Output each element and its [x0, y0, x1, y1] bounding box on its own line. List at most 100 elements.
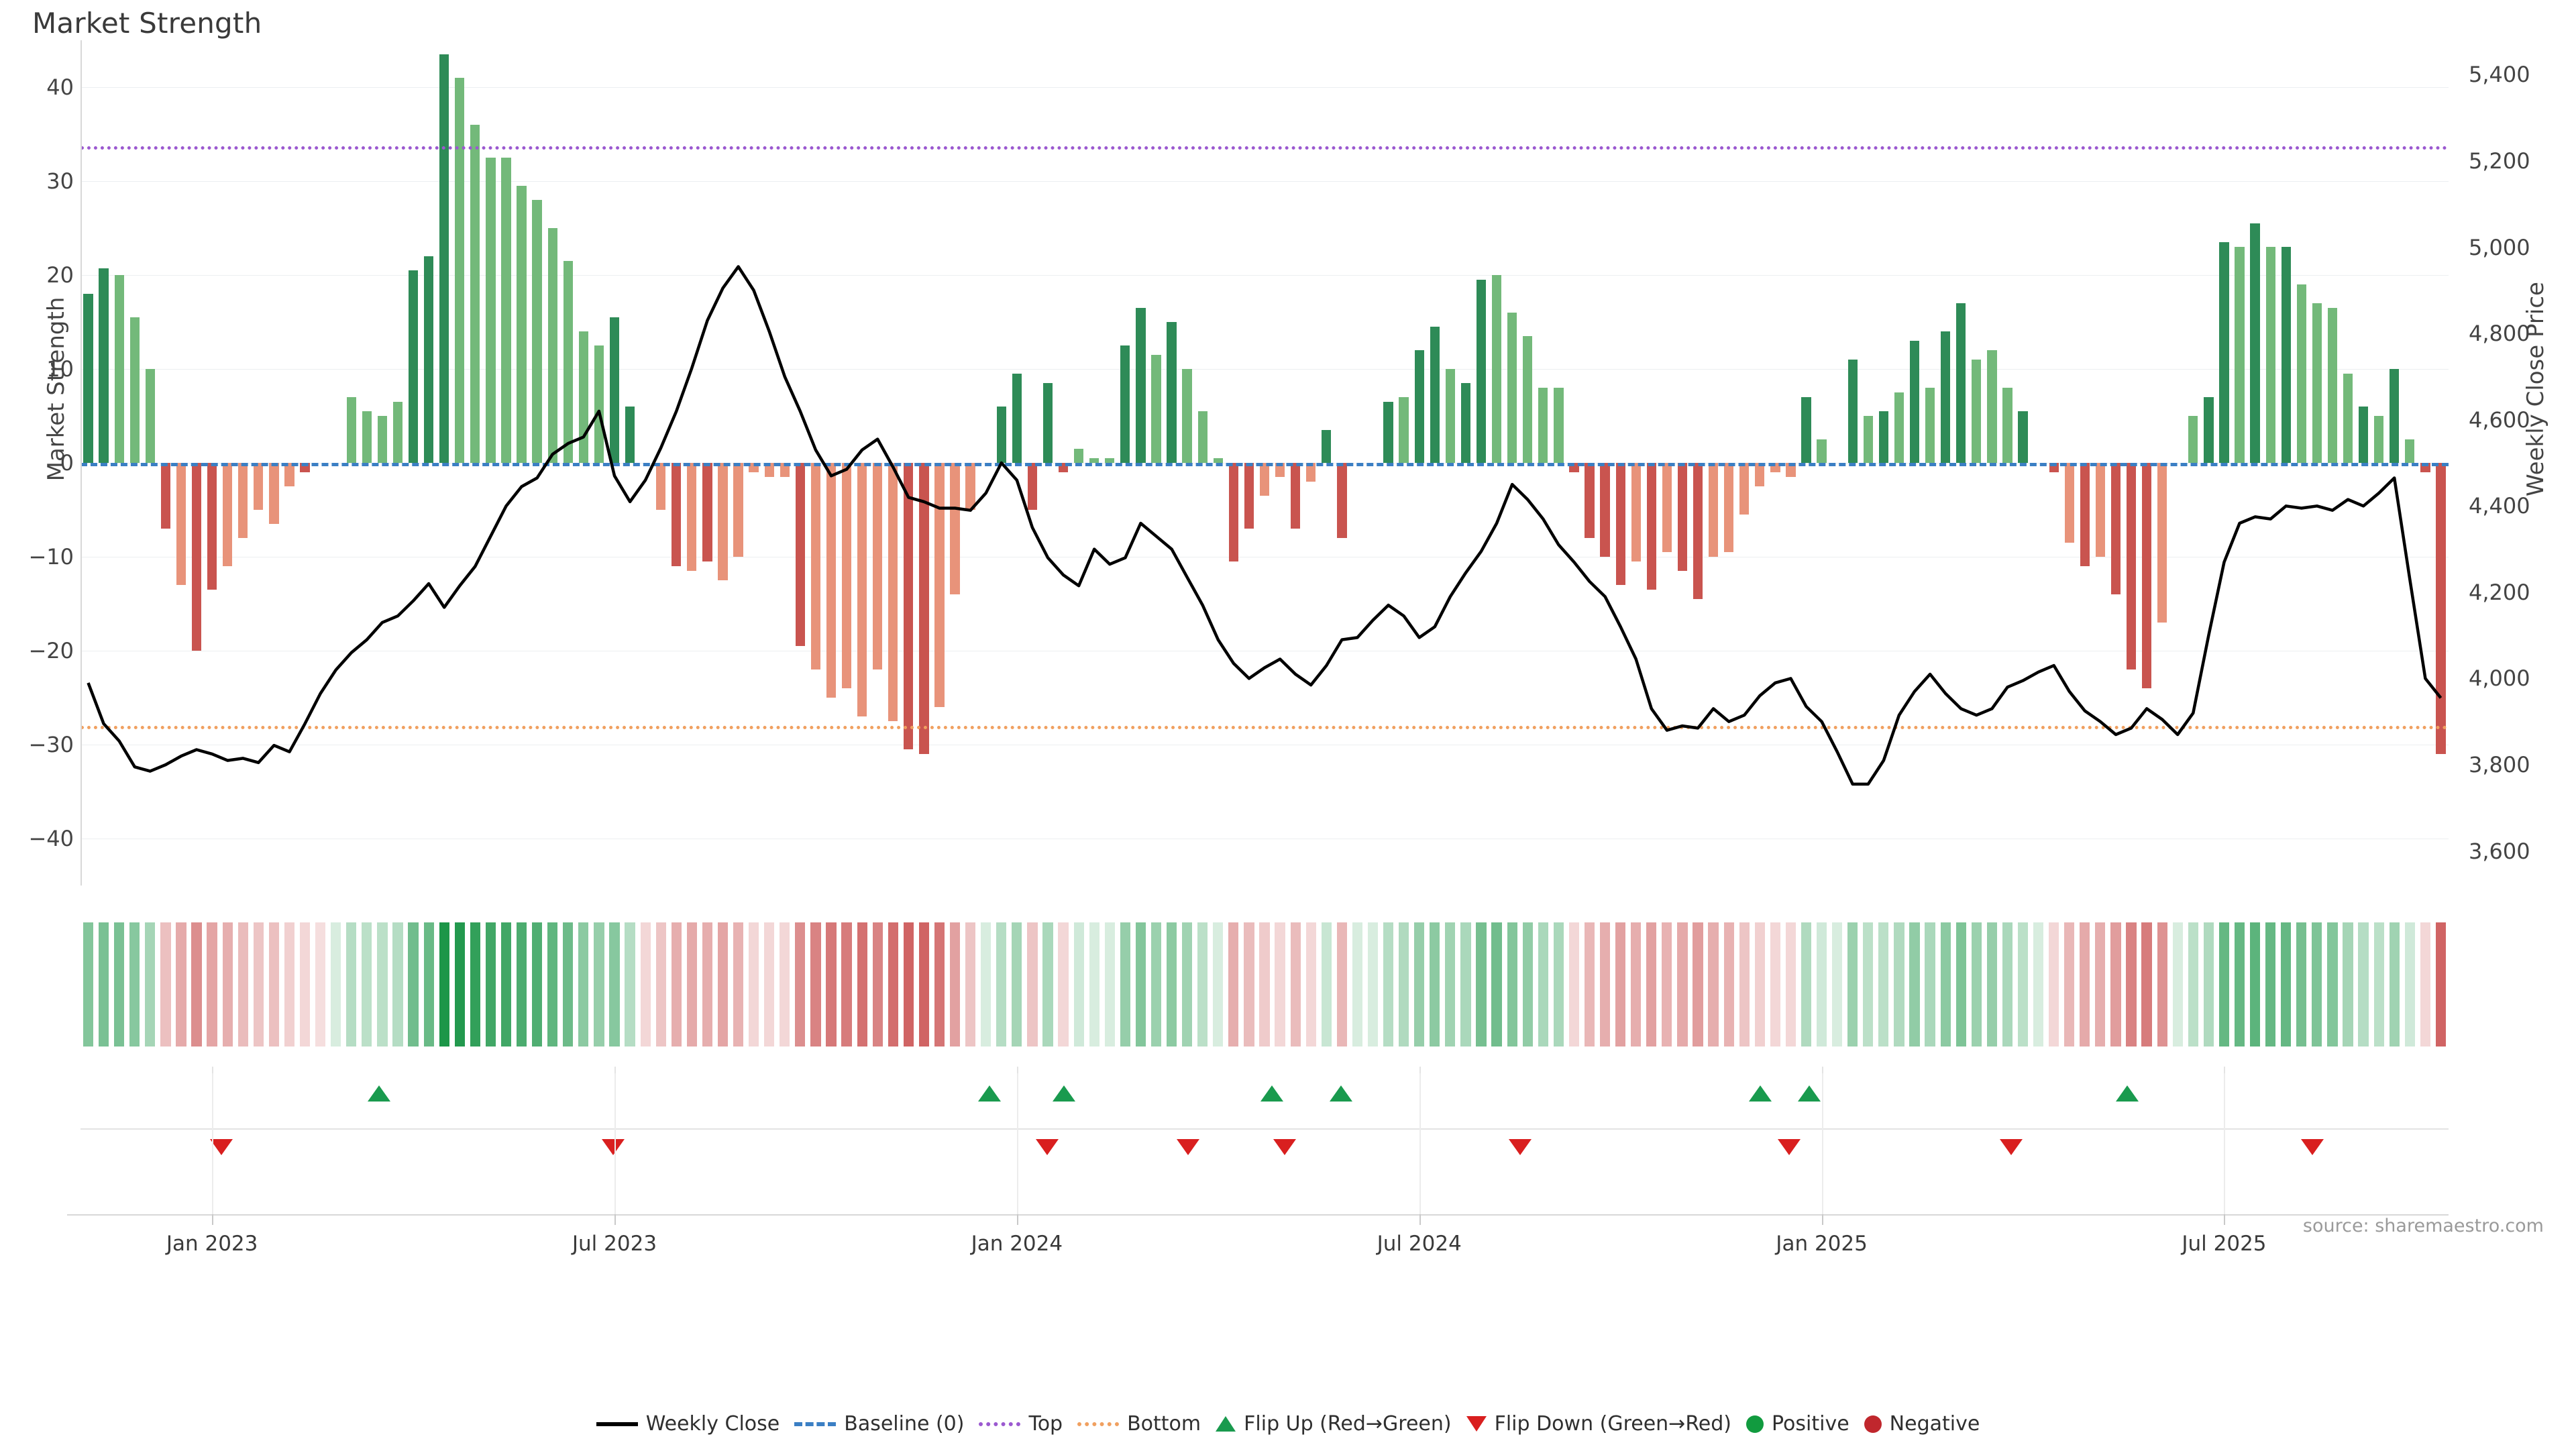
bar — [1972, 360, 1982, 463]
bar — [857, 463, 867, 716]
heatmap-cell — [2002, 922, 2013, 1046]
y-tick-label: 30 — [46, 168, 74, 194]
flip-up-marker-icon[interactable] — [1797, 1085, 1821, 1102]
heatmap-cell — [485, 922, 496, 1046]
flip-down-marker-icon[interactable] — [601, 1139, 625, 1155]
flip-up-marker-icon[interactable] — [1748, 1085, 1772, 1102]
y-axis-right-ticks: 5,400 5,200 5,000 4,800 4,600 4,400 4,200 4,000… — [80, 40, 2530, 885]
heatmap-cell — [423, 922, 434, 1046]
bar — [160, 463, 171, 529]
y-tick-label: 20 — [46, 262, 74, 288]
bar — [1306, 463, 1316, 482]
heatmap-cell — [857, 922, 867, 1046]
flip-down-marker-icon[interactable] — [1273, 1139, 1296, 1155]
heatmap-cell — [640, 922, 651, 1046]
heatmap-cell — [191, 922, 202, 1046]
bar — [2343, 374, 2353, 463]
legend-item-weekly-close[interactable]: Weekly Close — [596, 1412, 780, 1436]
heatmap-cell — [1568, 922, 1580, 1046]
bar — [609, 317, 620, 463]
bar — [2080, 463, 2090, 566]
flip-down-marker-icon[interactable] — [209, 1139, 233, 1155]
heatmap-cell — [1971, 922, 1982, 1046]
bar — [904, 463, 914, 749]
heatmap-cell — [500, 922, 512, 1046]
heatmap-cell — [594, 922, 604, 1046]
bar — [1786, 463, 1796, 477]
legend-item-bottom[interactable]: Bottom — [1077, 1412, 1201, 1436]
legend-label: Weekly Close — [645, 1412, 780, 1436]
heatmap-cell — [1599, 922, 1611, 1046]
bar — [517, 186, 527, 463]
bar — [346, 397, 356, 463]
bar — [733, 463, 743, 557]
flip-up-marker-icon[interactable] — [1053, 1085, 1076, 1102]
heatmap-cell — [253, 922, 264, 1046]
bar — [1073, 449, 1084, 463]
legend-item-top[interactable]: Top — [979, 1412, 1063, 1436]
heatmap-cell — [934, 922, 945, 1046]
bar — [1476, 280, 1487, 463]
heatmap-cell — [872, 922, 883, 1046]
heatmap-cell — [1584, 922, 1595, 1046]
heatmap-cell — [315, 922, 326, 1046]
flip-up-marker-icon[interactable] — [1330, 1085, 1353, 1102]
bar — [254, 463, 264, 510]
legend-item-flip-down[interactable]: Flip Down (Green→Red) — [1466, 1412, 1731, 1436]
bar — [702, 463, 712, 561]
flip-down-marker-icon[interactable] — [1999, 1139, 2023, 1155]
heatmap-cell — [826, 922, 837, 1046]
y2-tick-label: 4,400 — [2469, 493, 2530, 519]
bar — [1430, 327, 1440, 463]
flip-up-marker-icon[interactable] — [367, 1085, 390, 1102]
heatmap-cell — [1305, 922, 1316, 1046]
bar — [810, 463, 821, 669]
bar — [1878, 411, 1889, 463]
bar — [1460, 383, 1471, 463]
heatmap-cell — [2389, 922, 2400, 1046]
flip-up-marker-icon[interactable] — [977, 1085, 1001, 1102]
bar — [1755, 463, 1765, 486]
x-tick — [2224, 1214, 2226, 1225]
bar — [718, 463, 728, 580]
heatmap-cell — [237, 922, 248, 1046]
bar — [1585, 463, 1595, 538]
flip-down-marker-icon[interactable] — [1778, 1139, 1801, 1155]
heatmap-cell — [1522, 922, 1533, 1046]
heatmap-cell — [2343, 922, 2353, 1046]
bar — [1724, 463, 1734, 552]
flip-up-marker-icon[interactable] — [2116, 1085, 2139, 1102]
heatmap-cell — [996, 922, 1007, 1046]
flip-down-marker-icon[interactable] — [2301, 1139, 2324, 1155]
chart-legend: Weekly Close Baseline (0) Top Bottom Flip Up… — [0, 1412, 2576, 1436]
legend-item-flip-up[interactable]: Flip Up (Red→Green) — [1216, 1412, 1452, 1436]
bar — [1507, 313, 1517, 463]
legend-item-positive[interactable]: Positive — [1746, 1412, 1849, 1436]
heatmap-cell — [2017, 922, 2029, 1046]
heatmap-cell — [1182, 922, 1193, 1046]
y2-tick-label: 3,800 — [2469, 752, 2530, 777]
heatmap-cell — [1693, 922, 1703, 1046]
flip-down-marker-icon[interactable] — [1036, 1139, 1059, 1155]
heatmap-cell — [1073, 922, 1084, 1046]
y2-tick-label: 4,800 — [2469, 321, 2530, 347]
heatmap-cell — [299, 922, 311, 1046]
bar — [99, 268, 109, 463]
flip-up-marker-icon[interactable] — [1260, 1085, 1284, 1102]
heatmap-cell — [1367, 922, 1379, 1046]
legend-item-baseline[interactable]: Baseline (0) — [794, 1412, 964, 1436]
legend-label: Negative — [1889, 1412, 1980, 1436]
bar — [2327, 308, 2338, 463]
legend-item-negative[interactable]: Negative — [1864, 1412, 1980, 1436]
flip-down-marker-icon[interactable] — [1508, 1139, 1532, 1155]
legend-label: Top — [1028, 1412, 1063, 1436]
main-plot-area: 40 30 20 10 0 −10 −20 −30 −40 5,400 5,200 5,000 4,8… — [28, 40, 2530, 885]
y2-tick-label: 4,000 — [2469, 665, 2530, 692]
heatmap-cell — [965, 922, 976, 1046]
heatmap-cell — [1476, 922, 1487, 1046]
bar — [1228, 463, 1238, 561]
flip-down-marker-icon[interactable] — [1176, 1139, 1199, 1155]
bar — [2358, 407, 2369, 463]
bar — [176, 463, 186, 585]
heatmap-cell — [1553, 922, 1564, 1046]
